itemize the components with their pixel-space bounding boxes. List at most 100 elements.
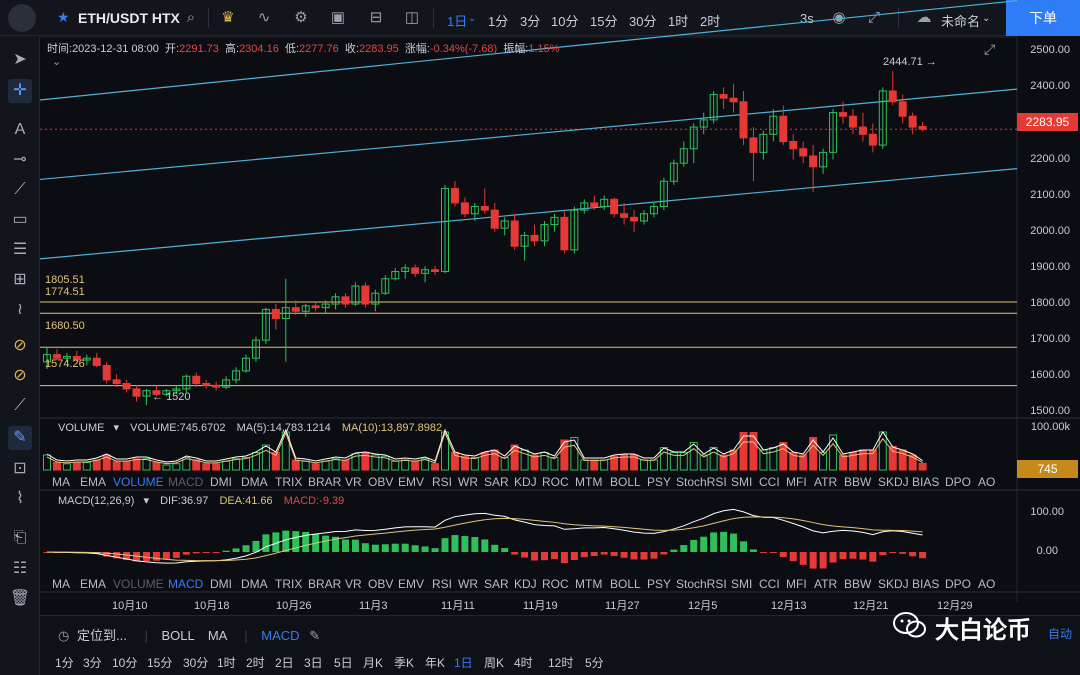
period-13[interactable]: 1日 [454,656,473,670]
indicator-tab-dpo[interactable]: DPO [945,577,972,591]
indicator-tab-brar[interactable]: BRAR [308,475,342,489]
bookmark-icon[interactable]: ⎗ [13,529,27,546]
indicator-tab-smi[interactable]: SMI [731,577,753,591]
indicator-tab-mtm[interactable]: MTM [575,475,603,489]
indicator-tab-bias[interactable]: BIAS [912,475,940,489]
indicator-tab-boll[interactable]: BOLL [610,475,641,489]
indicator-tab-ema[interactable]: EMA [80,475,107,489]
indicator-tab-roc[interactable]: ROC [542,475,569,489]
period-17[interactable]: 5分 [585,656,604,670]
indicator-tab-macd[interactable]: MACD [168,475,204,489]
indicator-tab-volume[interactable]: VOLUME [113,577,164,591]
settings-gear-icon[interactable]: ⚙ [294,9,308,26]
indicator-tab-emv[interactable]: EMV [398,475,425,489]
period-11[interactable]: 季K [394,656,415,670]
indicator-tab-ma[interactable]: MA [52,577,70,591]
ma-toggle[interactable]: MA [207,628,227,643]
indicator-tab-trix[interactable]: TRIX [275,577,303,591]
indicator-tab-bbw[interactable]: BBW [844,475,872,489]
timeframe-3m[interactable]: 3分 [520,14,541,29]
indicator-tab-mtm[interactable]: MTM [575,577,603,591]
wave-icon[interactable]: ≀ [17,301,23,318]
symbol-name[interactable]: ETH/USDT HTX [78,10,180,26]
timeframe-10m[interactable]: 10分 [551,14,579,29]
layout-icon[interactable]: ◫ [404,9,420,26]
indicator-tab-atr[interactable]: ATR [814,475,838,489]
indicator-tab-rsi[interactable]: RSI [432,475,453,489]
indicator-tab-skdj[interactable]: SKDJ [878,577,909,591]
period-4[interactable]: 30分 [183,656,209,670]
place-order-button[interactable]: 下单 [1006,0,1080,36]
indicator-tab-ema[interactable]: EMA [80,577,107,591]
indicator-tab-volume[interactable]: VOLUME [113,475,164,489]
timeframe-1h[interactable]: 1时 [668,14,689,29]
crown-icon[interactable]: ♛ [221,9,235,26]
lock-icon[interactable]: ⊡ [13,460,27,477]
indicator-tab-stochrsi[interactable]: StochRSI [676,475,727,489]
collapse-chevron-icon[interactable]: ⌄ [52,56,62,68]
period-14[interactable]: 周K [484,656,505,670]
indicator-tab-mfi[interactable]: MFI [786,475,807,489]
period-12[interactable]: 年K [425,656,446,670]
horizontal-line-icon[interactable]: ⊸ [13,151,27,168]
period-9[interactable]: 5日 [334,656,353,670]
edit-list-icon[interactable]: ☷ [12,560,28,577]
indicator-tab-dmi[interactable]: DMI [210,475,232,489]
indicator-tab-obv[interactable]: OBV [368,577,394,591]
indicator-tab-trix[interactable]: TRIX [275,475,303,489]
expand-icon[interactable]: ⤢ [984,41,996,57]
indicator-tab-wr[interactable]: WR [458,475,478,489]
edit-icon[interactable]: ✎ [309,628,321,643]
trash-icon[interactable]: 🗑 [9,590,31,607]
indicator-tab-roc[interactable]: ROC [542,577,569,591]
indicator-tab-emv[interactable]: EMV [398,577,425,591]
chevron-down-icon[interactable]: ⌄ [468,13,477,24]
grid-icon[interactable]: ⊞ [13,271,27,288]
period-5[interactable]: 1时 [217,656,236,670]
boll-toggle[interactable]: BOLL [161,628,195,643]
timeframe-2h[interactable]: 2时 [700,14,721,29]
indicator-tab-bbw[interactable]: BBW [844,577,872,591]
indicator-tab-sar[interactable]: SAR [484,475,509,489]
macd-menu-chevron-icon[interactable]: ▾ [143,495,150,507]
indicator-tab-wr[interactable]: WR [458,577,478,591]
indicator-tab-smi[interactable]: SMI [731,475,753,489]
indicator-icon[interactable]: ∿ [257,9,271,26]
text-icon[interactable]: A [14,121,26,138]
trend-line-icon[interactable]: ⟋ [14,181,26,198]
indicator-tab-bias[interactable]: BIAS [912,577,940,591]
indicator-tab-brar[interactable]: BRAR [308,577,342,591]
period-1[interactable]: 3分 [83,656,102,670]
magnet-icon[interactable]: ⊘ [13,337,27,354]
indicator-tab-boll[interactable]: BOLL [610,577,641,591]
volume-label[interactable]: VOLUME [58,422,105,434]
indicator-tab-skdj[interactable]: SKDJ [878,475,909,489]
timeframe-1d[interactable]: 1日 [447,14,468,29]
strong-magnet-icon[interactable]: ⊘ [13,367,27,384]
period-16[interactable]: 12时 [548,656,574,670]
period-10[interactable]: 月K [363,656,384,670]
layout-name[interactable]: 未命名 [941,14,981,29]
volume-menu-chevron-icon[interactable]: ▾ [113,422,120,434]
period-7[interactable]: 2日 [275,656,294,670]
indicator-tab-dmi[interactable]: DMI [210,577,232,591]
crosshair-icon[interactable]: ✛ [8,79,32,103]
indicator-tab-vr[interactable]: VR [345,577,362,591]
favorite-star-icon[interactable]: ★ [57,9,70,25]
auto-scale-button[interactable]: 自动 [1048,627,1073,641]
parallel-channel-icon[interactable]: ☰ [12,241,28,258]
rectangle-icon[interactable]: ▭ [12,211,28,228]
indicator-tab-psy[interactable]: PSY [647,577,672,591]
cursor-icon[interactable]: ➤ [13,51,27,68]
template-icon[interactable]: ⊟ [369,9,383,26]
indicator-tab-atr[interactable]: ATR [814,577,838,591]
macd-label[interactable]: MACD(12,26,9) [58,495,135,507]
timeframe-15m[interactable]: 15分 [590,14,618,29]
locate-button[interactable]: 定位到... [76,628,127,643]
indicator-tab-vr[interactable]: VR [345,475,362,489]
camera-icon[interactable]: ◉ [832,9,846,26]
period-2[interactable]: 10分 [112,656,138,670]
timeframe-30m[interactable]: 30分 [629,14,657,29]
indicator-tab-cci[interactable]: CCI [759,475,780,489]
period-15[interactable]: 4时 [514,656,533,670]
